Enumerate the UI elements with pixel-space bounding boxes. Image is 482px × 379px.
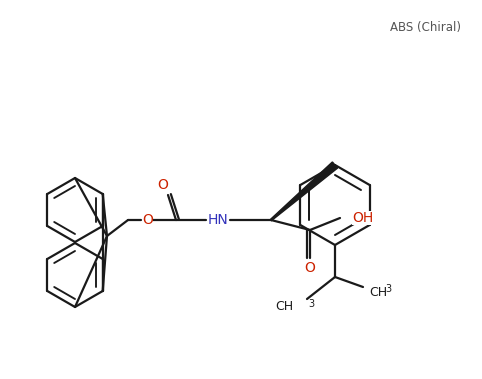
Text: CH: CH xyxy=(275,301,293,313)
Text: 3: 3 xyxy=(308,299,314,309)
Text: CH: CH xyxy=(369,285,387,299)
Text: O: O xyxy=(305,261,315,275)
Text: HN: HN xyxy=(208,213,228,227)
Text: 3: 3 xyxy=(385,284,391,294)
Text: OH: OH xyxy=(352,211,373,225)
Text: O: O xyxy=(143,213,153,227)
Text: ABS (Chiral): ABS (Chiral) xyxy=(390,22,461,34)
Polygon shape xyxy=(270,162,337,221)
Text: O: O xyxy=(158,178,168,192)
